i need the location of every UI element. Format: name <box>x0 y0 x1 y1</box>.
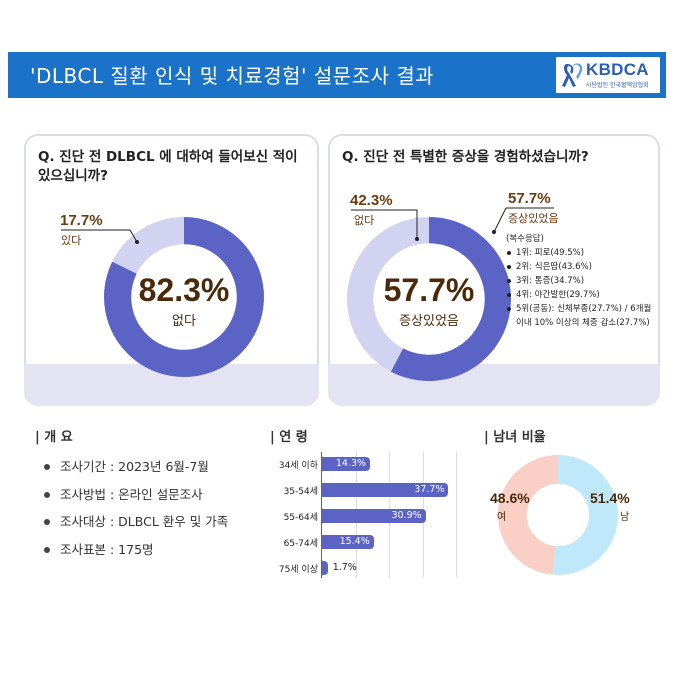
q2-main-value: 57.7% <box>383 272 475 308</box>
q2-callout-leader-line <box>492 207 554 234</box>
multi-response-note: (복수응답) <box>506 234 544 244</box>
q2-panel: Q. 진단 전 특별한 증상을 경험하셨습니까? 57.7% 증상있었음 42.… <box>328 134 660 406</box>
overview-item: 조사대상 : DLBCL 환우 및 가족 <box>42 513 228 541</box>
gender-donut-chart <box>498 455 618 575</box>
q2-main-label: 증상있었음 <box>399 314 459 329</box>
bar-value-label: 1.7% <box>332 562 357 573</box>
age-bar <box>322 561 328 575</box>
category-label: 55-64세 <box>283 513 318 523</box>
overview-item: 조사기간 : 2023년 6월-7월 <box>42 458 228 486</box>
symptom-item: 2위: 식은땀(43.6%) <box>506 260 656 274</box>
q1-question: Q. 진단 전 DLBCL 에 대하여 들어보신 적이 있으십니까? <box>38 149 298 184</box>
symptom-item: 5위(공동): 신체부종(27.7%) / 6개월 이내 10% 이상의 체중 … <box>506 302 656 330</box>
overview-list: 조사기간 : 2023년 6월-7월 조사방법 : 온라인 설문조사 조사대상 … <box>42 458 228 568</box>
symptom-item: 3위: 통증(34.7%) <box>506 274 656 288</box>
q1-main-label: 없다 <box>172 314 196 329</box>
slice-q2-symptoms <box>390 217 511 381</box>
slice-male <box>552 455 618 575</box>
bar-value-label: 14.3% <box>335 458 367 469</box>
slice-q1-no <box>104 217 264 377</box>
bar-value-label: 15.4% <box>339 536 370 547</box>
ribbon-logo-icon <box>562 63 583 87</box>
category-label: 35-54세 <box>283 487 318 497</box>
kbdca-logo: KBDCA 사단법인 한국혈액암협회 <box>556 57 660 93</box>
slice-q2-none <box>346 217 429 372</box>
overview-item: 조사표본 : 175명 <box>42 541 228 569</box>
header-banner: 'DLBCL 질환 인식 및 치료경험' 설문조사 결과 KBDCA 사단법인 … <box>8 52 666 98</box>
male-value: 51.4% <box>590 490 630 506</box>
slice-female <box>498 455 558 575</box>
y-axis <box>321 452 322 578</box>
age-bar <box>322 509 426 523</box>
q2-minor-label: 없다 <box>354 214 375 227</box>
q1-card <box>24 134 319 364</box>
overview-heading: | 개 요 <box>35 430 73 445</box>
male-label: 남 <box>620 512 630 523</box>
symptom-list: 1위: 피로(49.5%) 2위: 식은땀(43.6%) 3위: 통증(34.7… <box>506 246 656 330</box>
age-heading: | 연 령 <box>270 430 308 445</box>
overview-item: 조사방법 : 온라인 설문조사 <box>42 486 228 514</box>
category-label: 65-74세 <box>283 539 318 549</box>
category-label: 34세 이하 <box>278 461 318 471</box>
age-bar <box>322 483 449 497</box>
symptom-item: 1위: 피로(49.5%) <box>506 246 656 260</box>
age-bar-chart: 34세 이하 14.3% 35-54세 37.7% 55-64세 30.9% 65-74세 1… <box>268 448 468 578</box>
page-title: 'DLBCL 질환 인식 및 치료경험' 설문조사 결과 <box>30 64 435 88</box>
symptom-item: 4위: 야간발한(29.7%) <box>506 288 656 302</box>
bar-value-label: 30.9% <box>391 510 422 521</box>
category-label: 75세 이상 <box>278 565 318 575</box>
q2-question: Q. 진단 전 특별한 증상을 경험하셨습니까? <box>342 149 589 165</box>
q1-leader-line <box>61 229 139 244</box>
q1-minor-label: 있다 <box>61 234 82 247</box>
female-value: 48.6% <box>490 490 530 506</box>
age-bar <box>322 457 370 471</box>
q1-main-value: 82.3% <box>138 272 230 308</box>
q2-callout-label: 증상있었음 <box>508 212 559 225</box>
q2-callout-value: 57.7% <box>508 190 551 207</box>
logo-subtitle: 사단법인 한국혈액암협회 <box>586 82 649 89</box>
logo-name: KBDCA <box>586 60 649 79</box>
bar-value-label: 37.7% <box>414 484 445 495</box>
q1-donut-chart <box>104 217 264 377</box>
gender-heading: | 남녀 비율 <box>484 430 546 445</box>
female-label: 여 <box>497 512 507 523</box>
q1-panel: Q. 진단 전 DLBCL 에 대하여 들어보신 적이 있으십니까? 82.3%… <box>24 134 319 406</box>
q1-minor-value: 17.7% <box>60 212 103 229</box>
q2-minor-leader-line <box>351 209 419 241</box>
slice-q1-yes <box>112 217 184 274</box>
q2-donut-chart <box>346 217 511 381</box>
gridline <box>456 452 457 578</box>
q2-minor-value: 42.3% <box>350 192 393 209</box>
age-bar <box>322 535 374 549</box>
